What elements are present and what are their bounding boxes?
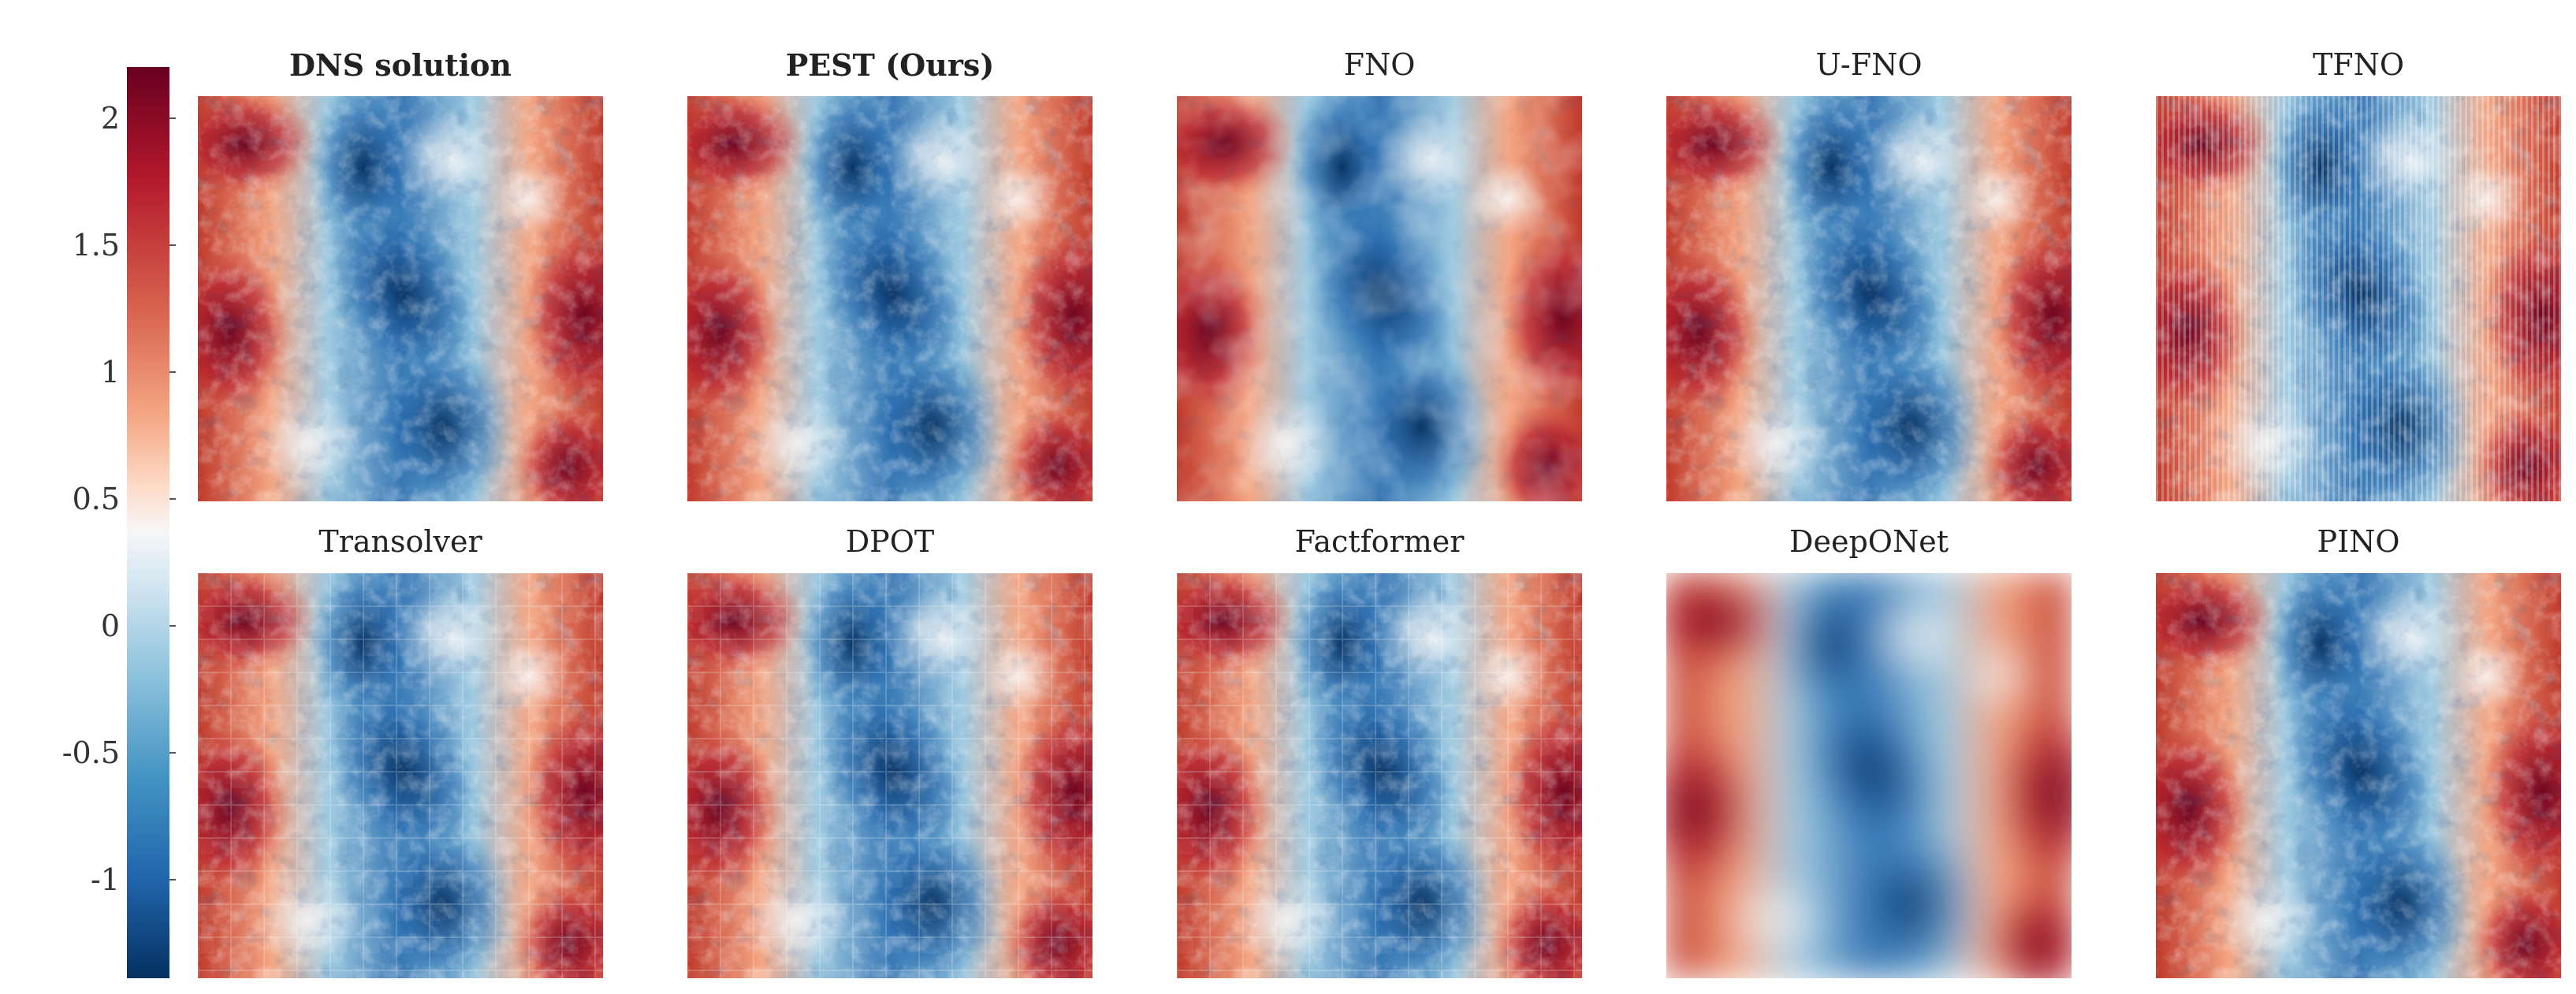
field-heatmap	[198, 573, 603, 978]
field-heatmap	[687, 573, 1093, 978]
colorbar-tick-label: -0.5	[61, 735, 120, 770]
panel-title: DeepONet	[1789, 524, 1949, 559]
colorbar-tick-mark	[169, 879, 176, 880]
colorbar-tick-label: 0	[100, 609, 120, 643]
field-heatmap	[1666, 573, 2072, 978]
field-plot	[198, 573, 603, 978]
field-heatmap	[198, 96, 603, 501]
panel-title: PEST (Ours)	[785, 47, 995, 83]
field-plot	[687, 573, 1093, 978]
field-plot	[1666, 96, 2072, 501]
panel-title: TFNO	[2312, 47, 2405, 82]
field-heatmap	[1666, 96, 2072, 501]
field-plot	[2156, 573, 2561, 978]
colorbar-tick-mark	[169, 752, 176, 754]
colorbar-tick-label: 1	[100, 355, 120, 389]
colorbar-tick-mark	[169, 371, 176, 373]
field-heatmap	[1177, 96, 1582, 501]
field-plot	[2156, 96, 2561, 501]
field-heatmap	[1177, 573, 1582, 978]
panel-title: DPOT	[845, 524, 935, 559]
colorbar-tick-label: -1	[90, 862, 120, 897]
colorbar-tick-label: 2	[100, 101, 120, 136]
colorbar	[127, 67, 169, 978]
field-plot	[1177, 573, 1582, 978]
field-plot	[1177, 96, 1582, 501]
panel-title: DNS solution	[288, 47, 512, 83]
panel-title: FNO	[1343, 47, 1416, 82]
panel-title: Factformer	[1294, 524, 1465, 559]
colorbar-tick-mark	[169, 244, 176, 246]
field-heatmap	[2156, 96, 2561, 501]
colorbar-tick-mark	[169, 625, 176, 627]
field-plot	[687, 96, 1093, 501]
colorbar-tick-mark	[169, 498, 176, 500]
panel-title: PINO	[2317, 524, 2400, 559]
colorbar-tick-label: 1.5	[72, 228, 120, 262]
panel-title: U-FNO	[1815, 47, 1923, 82]
field-heatmap	[2156, 573, 2561, 978]
colorbar-tick-mark	[169, 117, 176, 119]
field-heatmap	[687, 96, 1093, 501]
field-plot	[1666, 573, 2072, 978]
colorbar-tick-label: 0.5	[72, 482, 120, 516]
field-plot	[198, 96, 603, 501]
panel-title: Transolver	[318, 524, 482, 559]
